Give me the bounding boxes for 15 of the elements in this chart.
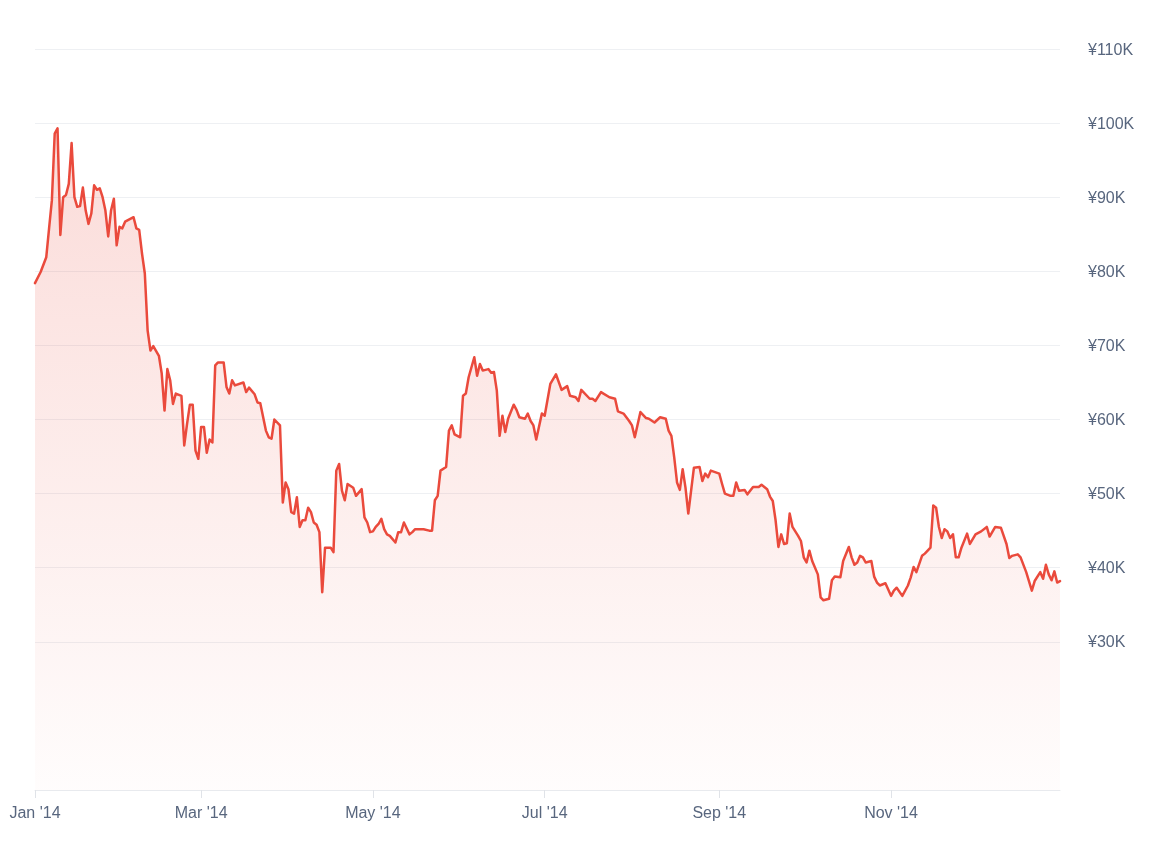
x-tick-label: Sep '14 bbox=[692, 803, 747, 821]
y-tick-label: ¥90K bbox=[1087, 188, 1126, 206]
y-tick-label: ¥100K bbox=[1087, 114, 1135, 132]
x-tick-label: Jul '14 bbox=[521, 803, 568, 821]
y-tick-label: ¥30K bbox=[1087, 633, 1126, 651]
y-tick-label: ¥50K bbox=[1087, 485, 1126, 503]
x-tick-label: Mar '14 bbox=[174, 803, 228, 821]
x-tick-label: Nov '14 bbox=[864, 803, 919, 821]
x-tick-label: May '14 bbox=[345, 803, 401, 821]
y-tick-label: ¥40K bbox=[1087, 559, 1126, 577]
y-tick-label: ¥110K bbox=[1087, 40, 1134, 58]
y-tick-label: ¥80K bbox=[1087, 262, 1126, 280]
x-tick-label: Jan '14 bbox=[9, 803, 61, 821]
y-tick-label: ¥70K bbox=[1087, 336, 1126, 354]
y-tick-label: ¥60K bbox=[1087, 411, 1126, 428]
